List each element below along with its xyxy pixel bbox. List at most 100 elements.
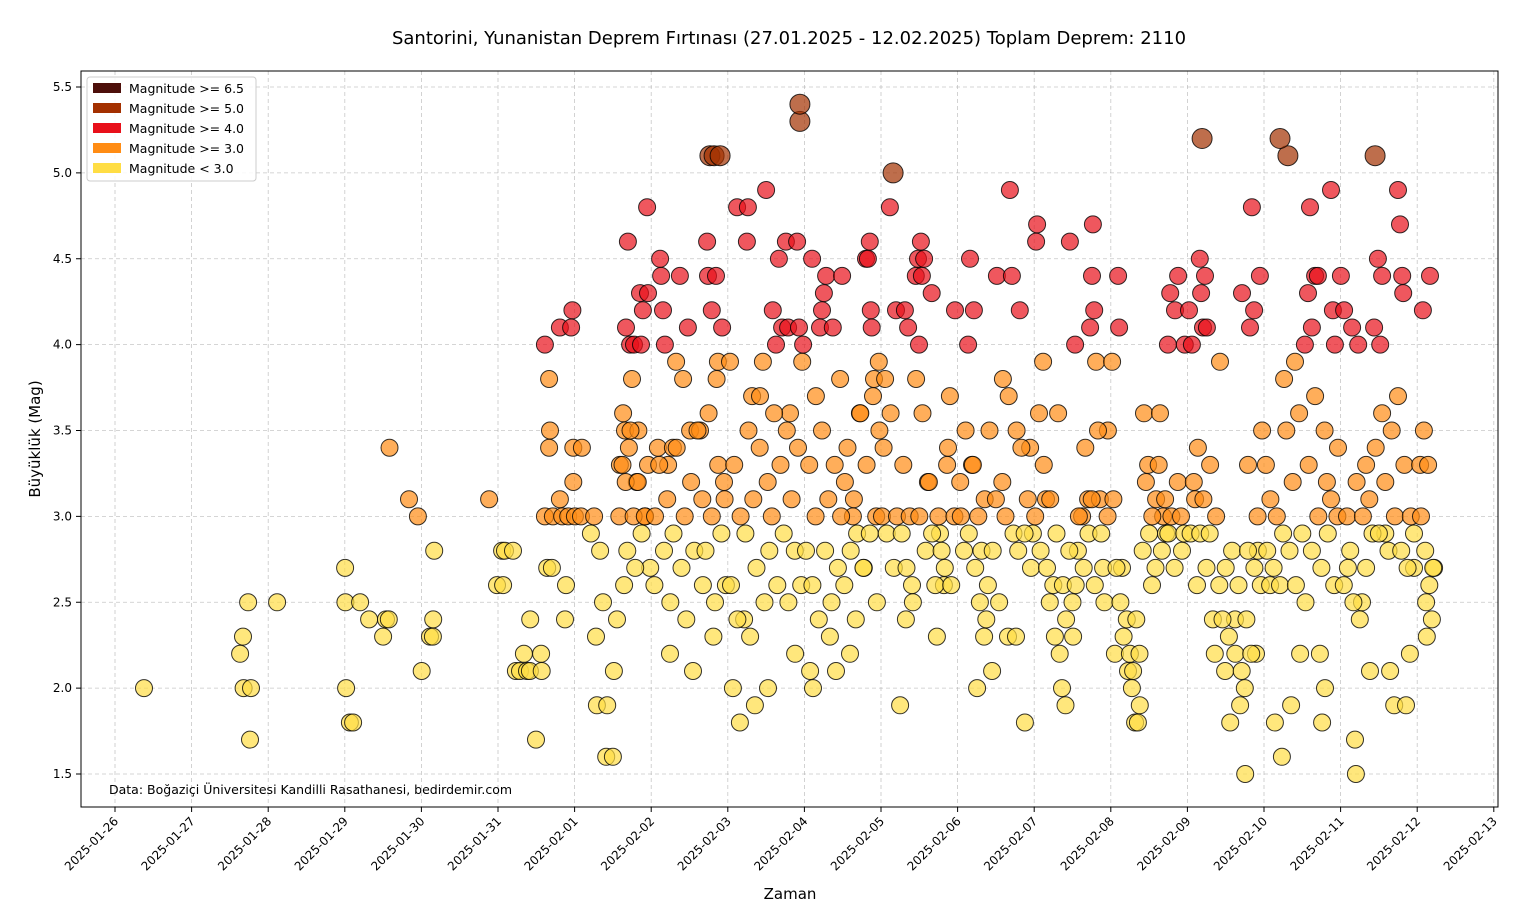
earthquake-point [753, 352, 772, 371]
earthquake-point [1357, 455, 1376, 474]
earthquake-point [823, 318, 842, 337]
earthquake-point [1074, 558, 1093, 577]
earthquake-point [1087, 352, 1106, 371]
y-tick-label: 4.0 [53, 338, 72, 352]
earthquake-point [709, 145, 731, 167]
earthquake-point [1302, 541, 1321, 560]
earthquake-point [860, 524, 879, 543]
earthquake-point [598, 696, 617, 715]
earthquake-point [867, 593, 886, 612]
earthquake-point [242, 679, 260, 698]
x-tick-label: 2025-02-09 [1134, 814, 1193, 873]
earthquake-point [1299, 284, 1317, 303]
earthquake-point [1034, 455, 1053, 474]
earthquake-point [651, 249, 670, 268]
earthquake-point [344, 713, 363, 732]
earthquake-point [623, 370, 641, 388]
earthquake-point [1392, 541, 1411, 560]
earthquake-point [774, 524, 793, 543]
earthquake-point [1168, 473, 1187, 491]
earthquake-point [1353, 507, 1372, 526]
earthquake-point [1293, 524, 1312, 543]
earthquake-point [963, 455, 982, 474]
earthquake-point [1338, 558, 1357, 577]
earthquake-point [1026, 507, 1045, 526]
earthquake-point [817, 266, 836, 285]
earthquake-point [777, 421, 796, 440]
earthquake-point [715, 490, 734, 509]
earthquake-point [841, 541, 860, 560]
earthquake-point [1267, 507, 1286, 526]
earthquake-point [835, 576, 854, 595]
earthquake-point [822, 593, 841, 612]
chart-title: Santorini, Yunanistan Deprem Fırtınası (… [392, 28, 1186, 49]
earthquake-point [1316, 679, 1334, 698]
earthquake-point [1149, 455, 1168, 474]
earthquake-point [532, 644, 551, 663]
earthquake-point [831, 370, 850, 388]
earthquake-point [955, 541, 973, 560]
earthquake-point [661, 593, 680, 612]
earthquake-point [874, 438, 893, 457]
earthquake-point [696, 541, 715, 560]
earthquake-point [655, 541, 673, 560]
earthquake-point [713, 318, 732, 337]
earthquake-point [1190, 249, 1209, 268]
earthquake-point [1369, 524, 1388, 543]
earthquake-point [1103, 352, 1122, 371]
earthquake-point [379, 610, 398, 629]
earthquake-point [1233, 284, 1251, 303]
earthquake-point [1395, 455, 1414, 474]
earthquake-point [1373, 266, 1392, 285]
y-tick-label: 1.5 [53, 767, 72, 781]
earthquake-point [1269, 128, 1291, 149]
earthquake-point [425, 541, 444, 560]
earthquake-point [975, 627, 994, 646]
earthquake-point [542, 558, 561, 577]
earthquake-point [619, 438, 638, 457]
earthquake-point [891, 696, 910, 715]
y-tick-label: 3.0 [53, 509, 72, 523]
earthquake-point [618, 232, 637, 251]
earthquake-point [1309, 507, 1328, 526]
earthquake-point [1226, 644, 1245, 663]
y-tick-label: 5.0 [53, 166, 72, 180]
earthquake-point [1207, 507, 1226, 526]
earthquake-point [423, 627, 442, 646]
earthquake-point [241, 730, 259, 749]
earthquake-point [765, 404, 784, 423]
earthquake-point [895, 301, 914, 320]
x-tick-label: 2025-02-05 [828, 814, 887, 873]
earthquake-point [827, 662, 845, 680]
earthquake-point [1349, 335, 1368, 354]
earthquake-point [755, 593, 774, 612]
earthquake-point [728, 610, 747, 629]
earthquake-point [986, 490, 1005, 509]
earthquake-point [562, 318, 581, 337]
earthquake-point [744, 490, 763, 509]
earthquake-point [1322, 181, 1340, 199]
earthquake-point [1041, 490, 1060, 509]
earthquake-point [1400, 644, 1419, 663]
x-tick-label: 2025-02-06 [905, 814, 964, 873]
earthquake-point [1231, 696, 1250, 715]
x-tick-label: 2025-02-04 [751, 814, 810, 873]
earthquake-point [880, 198, 899, 217]
earthquake-point [1274, 524, 1293, 543]
earthquake-point [789, 438, 807, 457]
earthquake-point [970, 593, 989, 612]
earthquake-point [1130, 696, 1149, 715]
earthquake-point [1083, 215, 1102, 234]
earthquake-point [1018, 490, 1037, 509]
earthquake-point [231, 644, 250, 663]
earthquake-point [1245, 558, 1264, 577]
earthquake-point [788, 232, 807, 251]
earthquake-point [1007, 421, 1026, 440]
earthquake-point [956, 421, 975, 440]
earthquake-point [652, 266, 671, 285]
earthquake-point [876, 370, 895, 388]
earthquake-point [1027, 232, 1046, 251]
earthquake-point [1286, 352, 1304, 371]
earthquake-point [987, 266, 1006, 285]
y-axis-ticks: 1.5 2.0 2.5 3.0 3.5 4.0 4.5 5.0 5.5 [53, 80, 81, 781]
